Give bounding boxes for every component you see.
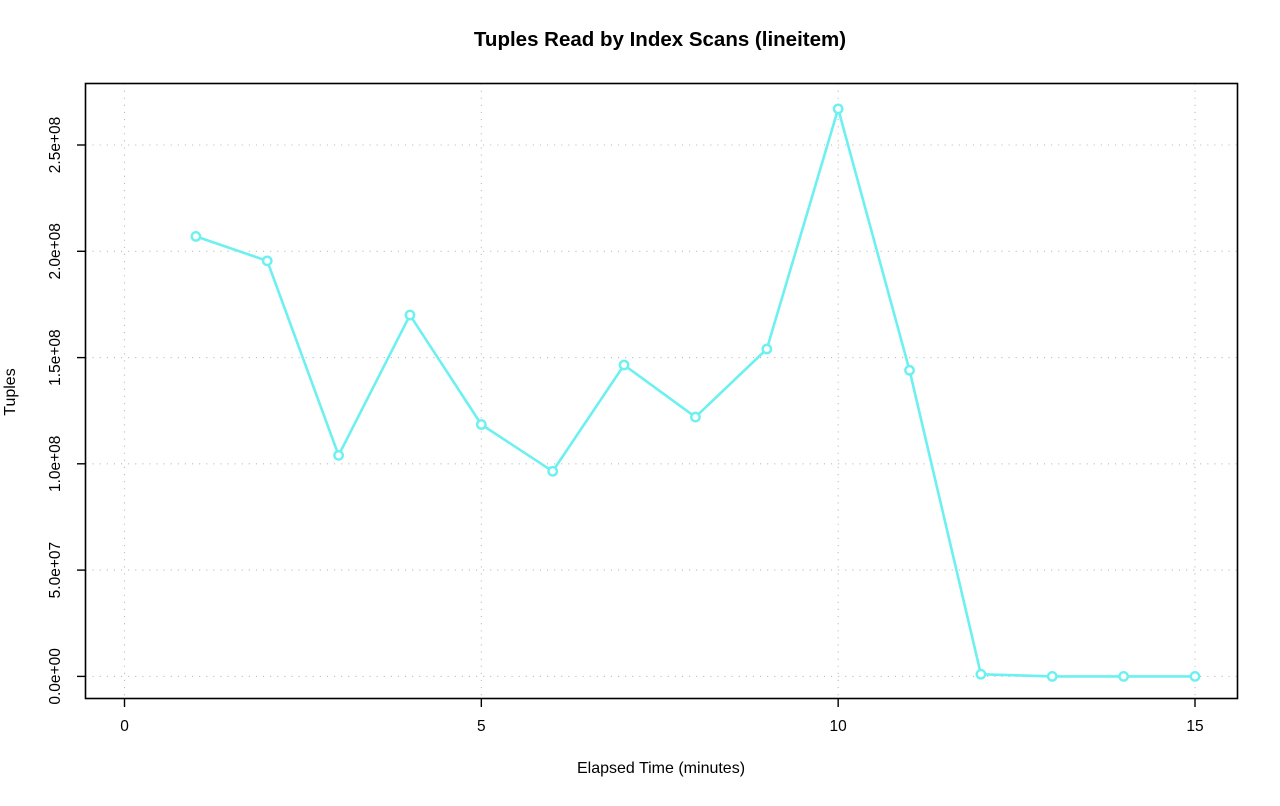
svg-text:2.5e+08: 2.5e+08 [47, 117, 64, 173]
svg-text:5.0e+07: 5.0e+07 [47, 542, 64, 598]
svg-text:2.0e+08: 2.0e+08 [47, 223, 64, 279]
svg-text:Tuples: Tuples [2, 368, 19, 415]
svg-text:Tuples Read by Index Scans (li: Tuples Read by Index Scans (lineitem) [474, 28, 846, 51]
svg-text:10: 10 [830, 718, 848, 735]
svg-text:5: 5 [477, 718, 486, 735]
svg-text:Elapsed Time (minutes): Elapsed Time (minutes) [577, 760, 745, 777]
svg-text:1.5e+08: 1.5e+08 [47, 329, 64, 385]
svg-text:1.0e+08: 1.0e+08 [47, 436, 64, 492]
svg-text:0: 0 [120, 718, 129, 735]
svg-text:15: 15 [1186, 718, 1203, 735]
svg-text:0.0e+00: 0.0e+00 [47, 648, 64, 705]
